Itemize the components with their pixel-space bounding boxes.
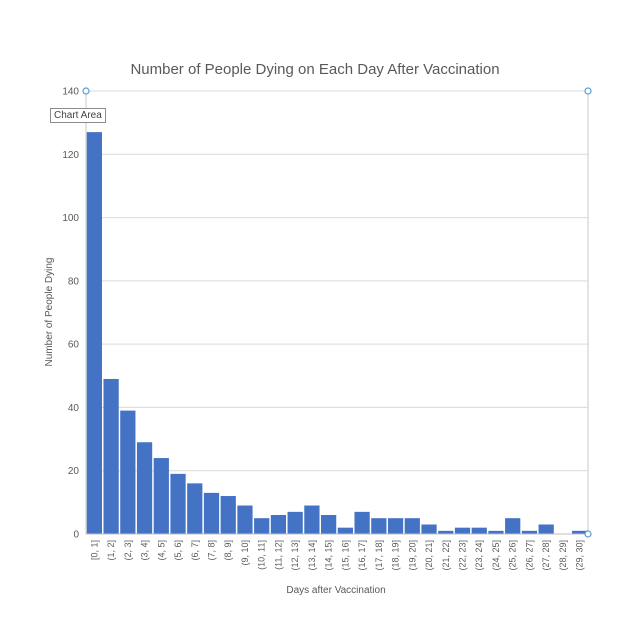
x-tick-label: (18, 19] bbox=[391, 540, 401, 571]
y-tick-label: 100 bbox=[62, 213, 79, 224]
y-tick-label: 40 bbox=[68, 403, 80, 414]
bar bbox=[304, 506, 319, 534]
x-tick-label: (9, 10] bbox=[240, 540, 250, 566]
resize-handle bbox=[585, 88, 591, 94]
chart-area-tooltip: Chart Area bbox=[50, 108, 106, 123]
y-tick-label: 120 bbox=[62, 150, 79, 161]
x-tick-label: (19, 20] bbox=[407, 540, 417, 571]
bars bbox=[87, 132, 588, 534]
bar bbox=[137, 442, 152, 534]
bar bbox=[204, 493, 219, 534]
x-tick-label: (24, 25] bbox=[491, 540, 501, 571]
bar bbox=[271, 515, 286, 534]
x-tick-label: (4, 5] bbox=[156, 540, 166, 561]
x-tick-label: (20, 21] bbox=[424, 540, 434, 571]
x-tick-label: (3, 4] bbox=[140, 540, 150, 561]
x-axis-label: Days after Vaccination bbox=[286, 585, 385, 596]
resize-handle bbox=[585, 531, 591, 537]
x-tick-label: [0, 1] bbox=[89, 540, 99, 560]
x-tick-label: (16, 17] bbox=[357, 540, 367, 571]
x-tick-label: (17, 18] bbox=[374, 540, 384, 571]
bar bbox=[421, 525, 436, 534]
bar bbox=[321, 515, 336, 534]
x-tick-label: (12, 13] bbox=[290, 540, 300, 571]
bar bbox=[288, 512, 303, 534]
resize-handle bbox=[83, 88, 89, 94]
x-tick-label: (28, 29] bbox=[558, 540, 568, 571]
x-tick-label: (8, 9] bbox=[223, 540, 233, 561]
x-tick-label: (27, 28] bbox=[541, 540, 551, 571]
bar bbox=[371, 518, 386, 534]
bar bbox=[237, 506, 252, 534]
bar bbox=[103, 379, 118, 534]
y-tick-label: 140 bbox=[62, 87, 79, 98]
bar bbox=[354, 512, 369, 534]
y-tick-label: 60 bbox=[68, 340, 80, 351]
bar bbox=[254, 518, 269, 534]
x-tick-label: (11, 12] bbox=[273, 540, 283, 570]
x-tick-label: (1, 2] bbox=[106, 540, 116, 561]
bar bbox=[338, 528, 353, 534]
bar bbox=[405, 518, 420, 534]
bar bbox=[120, 411, 135, 534]
bar bbox=[154, 458, 169, 534]
bar bbox=[505, 518, 520, 534]
x-tick-label: (26, 27] bbox=[524, 540, 534, 571]
y-tick-label: 0 bbox=[73, 530, 79, 541]
x-tick-label: (15, 16] bbox=[340, 540, 350, 571]
y-axis-label: Number of People Dying bbox=[44, 258, 55, 367]
x-tick-label: (25, 26] bbox=[508, 540, 518, 571]
x-tick-label: (2, 3] bbox=[123, 540, 133, 561]
bar bbox=[539, 525, 554, 534]
x-tick-label: (21, 22] bbox=[441, 540, 451, 571]
y-tick-label: 20 bbox=[68, 466, 80, 477]
bar bbox=[472, 528, 487, 534]
x-tick-label: (14, 15] bbox=[324, 540, 334, 571]
x-tick-label: (7, 8] bbox=[207, 540, 217, 561]
bar bbox=[87, 132, 102, 534]
x-tick-label: (29, 30] bbox=[575, 540, 585, 571]
bar bbox=[170, 474, 185, 534]
bar bbox=[455, 528, 470, 534]
x-tick-label: (10, 11] bbox=[257, 540, 267, 570]
bar bbox=[388, 518, 403, 534]
bar bbox=[221, 496, 236, 534]
bar bbox=[187, 483, 202, 534]
x-tick-label: (13, 14] bbox=[307, 540, 317, 571]
x-tick-label: (22, 23] bbox=[458, 540, 468, 571]
x-tick-label: (6, 7] bbox=[190, 540, 200, 561]
x-tick-label: (23, 24] bbox=[474, 540, 484, 571]
x-tick-label: (5, 6] bbox=[173, 540, 183, 561]
y-tick-label: 80 bbox=[68, 276, 80, 287]
